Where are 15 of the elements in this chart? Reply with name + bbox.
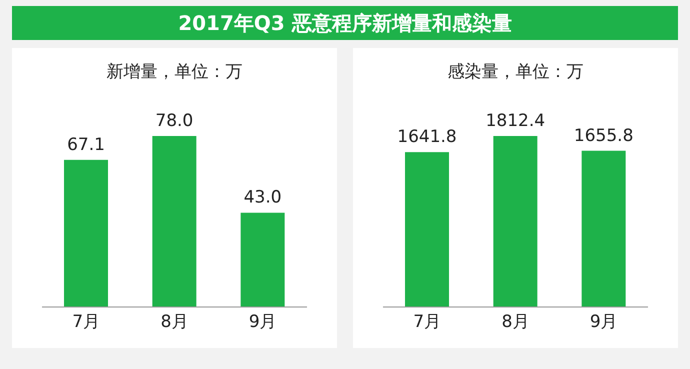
x-tick-label: 7月 — [72, 312, 100, 332]
x-tick-label: 8月 — [160, 312, 188, 332]
data-label: 67.1 — [67, 134, 105, 155]
data-label: 1641.8 — [397, 127, 457, 148]
chart-title: 2017年Q3 恶意程序新增量和感染量 — [12, 6, 678, 40]
data-label: 1655.8 — [574, 126, 634, 146]
chart-subtitle: 感染量，单位：万 — [446, 61, 584, 84]
x-tick-label: 7月 — [413, 312, 442, 332]
chart-subtitle: 新增量，单位：万 — [106, 61, 244, 84]
x-tick-label: 8月 — [502, 312, 530, 332]
data-label: 78.0 — [155, 111, 194, 131]
data-label: 43.0 — [244, 188, 282, 208]
x-tick-label: 9月 — [590, 312, 618, 332]
data-label: 1812.4 — [486, 111, 546, 131]
x-tick-label: 9月 — [248, 312, 277, 332]
